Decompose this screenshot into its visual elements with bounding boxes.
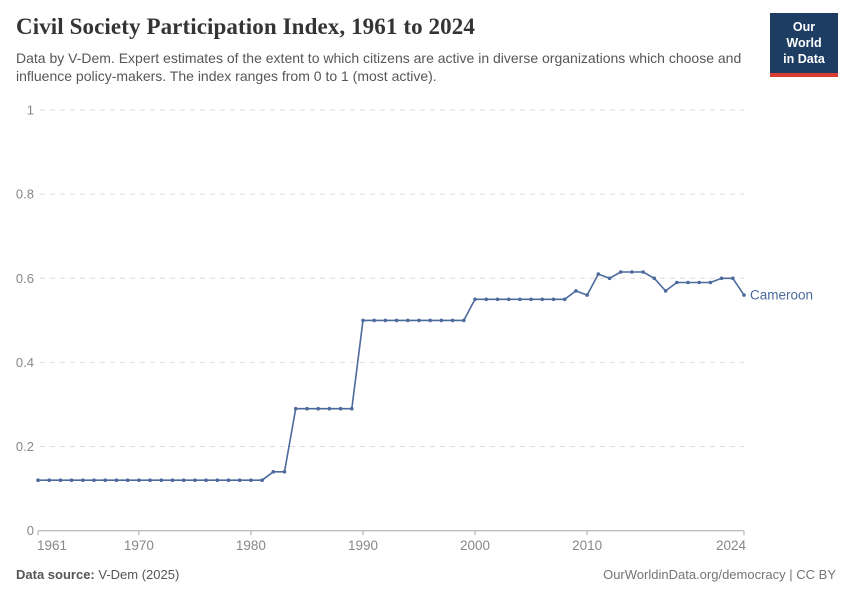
data-point[interactable]: [338, 406, 343, 411]
data-point[interactable]: [462, 318, 466, 323]
data-point[interactable]: [204, 478, 208, 483]
owid-url-link[interactable]: OurWorldinData.org/democracy: [603, 567, 786, 582]
data-point[interactable]: [282, 470, 287, 474]
x-tick-label: 1961: [37, 538, 67, 553]
attribution-separator: |: [785, 567, 797, 582]
data-point[interactable]: [316, 406, 321, 411]
data-source: Data source: V-Dem (2025): [16, 567, 179, 582]
data-point[interactable]: [260, 478, 264, 483]
data-point[interactable]: [518, 297, 522, 302]
data-point[interactable]: [114, 478, 119, 483]
data-point[interactable]: [327, 406, 332, 411]
data-point[interactable]: [495, 297, 500, 302]
y-tick-label: 0.2: [16, 439, 34, 454]
data-point[interactable]: [293, 406, 298, 411]
data-point[interactable]: [439, 318, 444, 323]
data-point[interactable]: [81, 478, 85, 483]
y-tick-label: 1: [27, 103, 34, 118]
data-point[interactable]: [69, 478, 74, 483]
data-point[interactable]: [350, 406, 354, 411]
data-point[interactable]: [103, 478, 107, 483]
data-point[interactable]: [159, 478, 164, 483]
data-point[interactable]: [92, 478, 96, 483]
data-point[interactable]: [383, 318, 388, 323]
entity-label[interactable]: Cameroon: [750, 288, 813, 303]
data-point[interactable]: [607, 276, 612, 281]
series-line[interactable]: [38, 271, 745, 481]
data-point[interactable]: [562, 297, 567, 302]
data-point[interactable]: [585, 293, 589, 297]
data-point[interactable]: [249, 478, 253, 483]
x-tick-label: 1970: [124, 538, 154, 553]
data-source-value: V-Dem (2025): [94, 567, 180, 582]
data-point[interactable]: [663, 289, 668, 293]
x-tick-label: 2024: [716, 538, 747, 553]
owid-logo-line1: Our World: [786, 20, 822, 50]
data-point[interactable]: [697, 280, 701, 285]
data-point[interactable]: [58, 478, 63, 483]
data-point[interactable]: [193, 478, 197, 483]
attribution: OurWorldinData.org/democracy | CC BY: [603, 567, 836, 582]
data-point[interactable]: [215, 478, 220, 483]
page-title: Civil Society Participation Index, 1961 …: [16, 14, 475, 39]
data-point[interactable]: [641, 270, 645, 274]
y-tick-label: 0: [27, 523, 34, 538]
data-point[interactable]: [271, 470, 276, 474]
data-point[interactable]: [675, 280, 679, 285]
data-point[interactable]: [574, 289, 578, 293]
license-link[interactable]: CC BY: [796, 567, 836, 582]
owid-logo[interactable]: Our World in Data: [770, 13, 838, 77]
data-point[interactable]: [428, 318, 433, 323]
data-point[interactable]: [540, 297, 545, 302]
data-point[interactable]: [618, 270, 623, 274]
data-source-label: Data source:: [16, 567, 95, 582]
data-point[interactable]: [394, 318, 399, 323]
data-point[interactable]: [506, 297, 511, 302]
data-point[interactable]: [731, 276, 735, 281]
data-point[interactable]: [652, 276, 657, 281]
data-point[interactable]: [551, 297, 556, 302]
data-point[interactable]: [473, 297, 477, 302]
owid-logo-line2: in Data: [783, 52, 825, 66]
y-tick-label: 0.6: [16, 271, 34, 286]
chart-subtitle: Data by V-Dem. Expert estimates of the e…: [16, 50, 742, 85]
chart-header: Civil Society Participation Index, 1961 …: [16, 14, 834, 86]
data-point[interactable]: [630, 270, 634, 274]
x-tick-label: 1990: [348, 538, 378, 553]
chart-footer: Data source: V-Dem (2025) OurWorldinData…: [16, 567, 836, 582]
data-point[interactable]: [742, 293, 746, 297]
data-point[interactable]: [719, 276, 724, 281]
data-point[interactable]: [137, 478, 141, 483]
data-point[interactable]: [361, 318, 365, 323]
data-point[interactable]: [36, 478, 40, 483]
data-point[interactable]: [596, 272, 601, 276]
data-point[interactable]: [417, 318, 421, 323]
data-point[interactable]: [686, 280, 690, 285]
data-point[interactable]: [708, 280, 713, 285]
data-point[interactable]: [450, 318, 455, 323]
data-point[interactable]: [170, 478, 175, 483]
y-tick-label: 0.4: [16, 355, 34, 370]
data-point[interactable]: [226, 478, 231, 483]
data-point[interactable]: [406, 318, 410, 323]
data-point[interactable]: [47, 478, 51, 483]
x-tick-label: 2010: [572, 538, 602, 553]
data-point[interactable]: [484, 297, 489, 302]
data-point[interactable]: [372, 318, 377, 323]
data-point[interactable]: [148, 478, 152, 483]
x-tick-label: 1980: [236, 538, 266, 553]
y-tick-label: 0.8: [16, 187, 34, 202]
data-point[interactable]: [125, 478, 130, 483]
data-point[interactable]: [529, 297, 533, 302]
data-point[interactable]: [305, 406, 309, 411]
data-point[interactable]: [181, 478, 186, 483]
data-point[interactable]: [237, 478, 242, 483]
x-tick-label: 2000: [460, 538, 490, 553]
